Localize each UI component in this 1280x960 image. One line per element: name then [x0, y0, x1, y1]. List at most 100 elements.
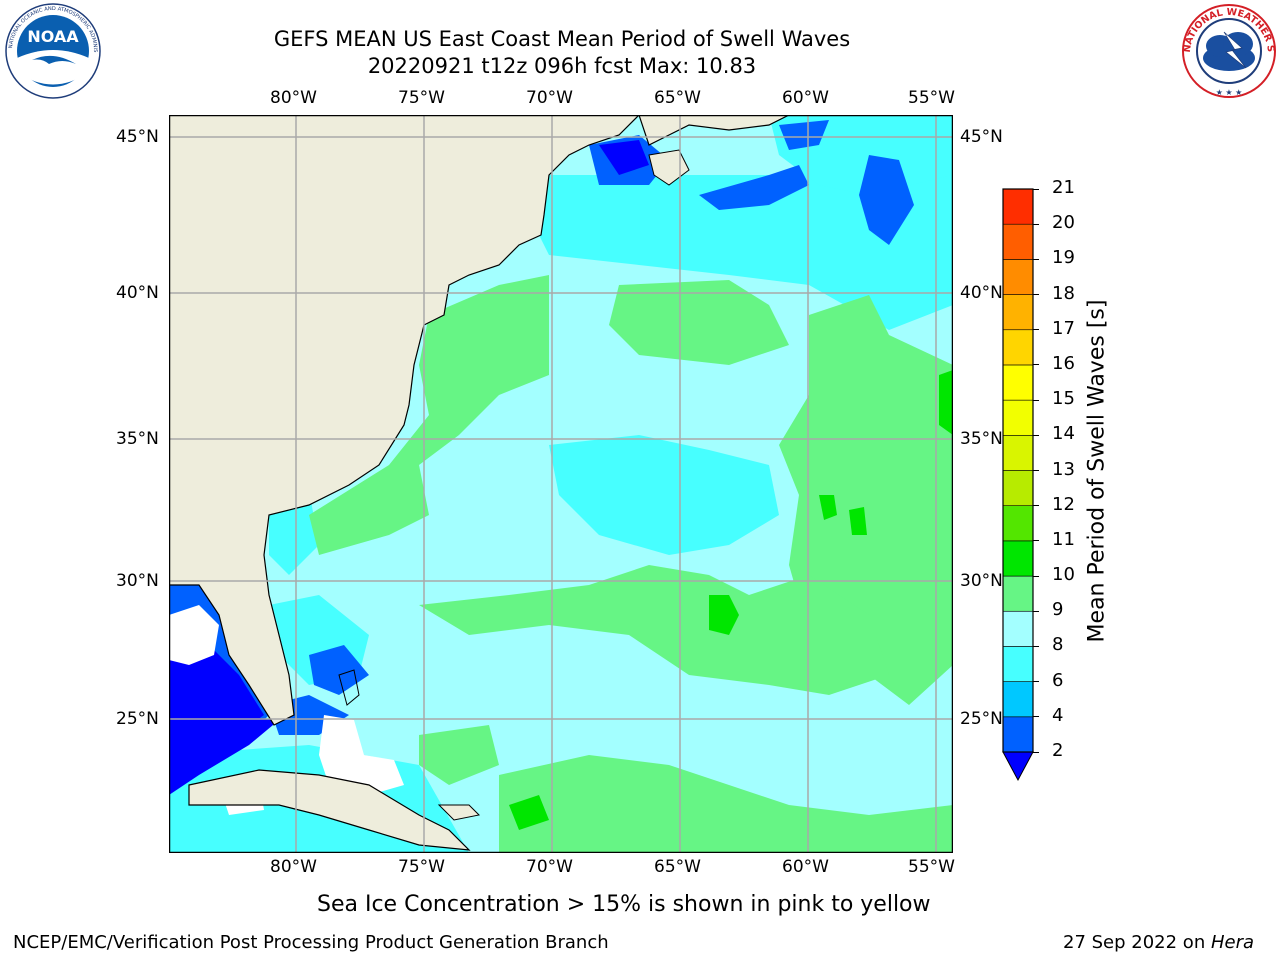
colorbar-swatch	[1002, 505, 1034, 542]
colorbar-tick-mark	[1033, 716, 1039, 718]
colorbar-tick-label: 8	[1052, 634, 1064, 656]
colorbar-swatches	[1002, 188, 1034, 782]
map-title: GEFS MEAN US East Coast Mean Period of S…	[273, 27, 851, 51]
colorbar-tick-mark	[1033, 751, 1039, 753]
land-bahamas-outline	[338, 669, 360, 706]
land-cuba	[188, 769, 471, 851]
colorbar-tick-label: 14	[1052, 423, 1075, 445]
colorbar-tick-mark	[1033, 294, 1039, 296]
colorbar-under-triangle	[1002, 751, 1034, 782]
svg-text:★ ★ ★: ★ ★ ★	[1216, 88, 1243, 97]
colorbar-swatch	[1002, 329, 1034, 366]
colorbar-swatch	[1002, 681, 1034, 718]
lon-label-bottom: 80°W	[270, 857, 317, 877]
colorbar-swatch	[1002, 610, 1034, 647]
svg-text:NOAA: NOAA	[27, 27, 79, 46]
lon-label-top: 60°W	[782, 88, 829, 108]
nws-logo: NATIONAL WEATHER SERVICE ★ ★ ★	[1176, 0, 1278, 100]
colorbar-tick-label: 21	[1052, 177, 1075, 198]
colorbar-tick-mark	[1033, 188, 1039, 190]
lat-label-left: 45°N	[116, 127, 159, 147]
footer-machine: Hera	[1210, 932, 1254, 953]
lat-label-left: 35°N	[116, 429, 159, 449]
colorbar-tick-label: 16	[1052, 352, 1075, 374]
colorbar-swatch	[1002, 259, 1034, 295]
lon-label-top: 55°W	[908, 88, 955, 108]
colorbar-tick-mark	[1033, 575, 1039, 577]
land-us-east	[168, 114, 641, 726]
colorbar-tick-label: 12	[1052, 493, 1075, 515]
lat-label-right: 30°N	[960, 571, 1003, 591]
lat-label-right: 35°N	[960, 429, 1003, 449]
colorbar-tick-label: 15	[1052, 388, 1075, 410]
colorbar-swatch	[1002, 188, 1034, 225]
colorbar-tick-label: 10	[1052, 564, 1075, 586]
colorbar-tick-mark	[1033, 540, 1039, 542]
colorbar-swatch	[1002, 435, 1034, 471]
colorbar-tick-mark	[1033, 399, 1039, 401]
field-green-peak	[709, 595, 739, 635]
colorbar-tick-mark	[1033, 505, 1039, 507]
colorbar-label: Mean Period of Swell Waves [s]	[1084, 299, 1110, 643]
lon-label-bottom: 55°W	[908, 857, 955, 877]
colorbar-tick-label: 18	[1052, 282, 1075, 304]
colorbar-tick-mark	[1033, 223, 1039, 225]
map-canvas	[168, 114, 954, 854]
colorbar-tick-label: 4	[1052, 704, 1064, 726]
colorbar-tick-mark	[1033, 610, 1039, 612]
colorbar-swatch	[1002, 716, 1034, 753]
lon-label-top: 75°W	[398, 88, 445, 108]
swell-period-map	[168, 114, 954, 854]
field-cyan-north	[529, 160, 953, 330]
lon-label-top: 65°W	[654, 88, 701, 108]
colorbar-swatch	[1002, 646, 1034, 682]
colorbar-swatch	[1002, 540, 1034, 577]
colorbar-tick-label: 6	[1052, 669, 1064, 691]
field-green-south	[419, 565, 889, 695]
colorbar-tick-label: 20	[1052, 212, 1075, 234]
noaa-logo: NOAA NATIONAL OCEANIC AND ATMOSPHERIC AD…	[0, 0, 104, 100]
lat-label-left: 30°N	[116, 571, 159, 591]
mask-bahamas	[319, 715, 404, 795]
colorbar-swatch	[1002, 364, 1034, 401]
lon-label-top: 70°W	[526, 88, 573, 108]
colorbar-tick-mark	[1033, 364, 1039, 366]
footer-date: 27 Sep 2022 on Hera	[1063, 932, 1254, 953]
lon-label-bottom: 75°W	[398, 857, 445, 877]
colorbar-swatch	[1002, 223, 1034, 260]
colorbar-swatch	[1002, 575, 1034, 612]
colorbar-tick-mark	[1033, 645, 1039, 647]
lon-label-top: 80°W	[270, 88, 317, 108]
lon-label-bottom: 65°W	[654, 857, 701, 877]
colorbar-tick-label: 19	[1052, 247, 1075, 269]
colorbar-tick-mark	[1033, 258, 1039, 260]
colorbar-swatch	[1002, 294, 1034, 331]
colorbar-tick-label: 11	[1052, 528, 1075, 550]
colorbar-swatch	[1002, 399, 1034, 436]
field-green-north	[609, 280, 789, 365]
lat-label-right: 40°N	[960, 283, 1003, 303]
colorbar	[1000, 187, 1040, 791]
lat-label-left: 25°N	[116, 709, 159, 729]
colorbar-tick-label: 9	[1052, 599, 1064, 621]
map-subtitle: 20220921 t12z 096h fcst Max: 10.83	[367, 54, 757, 78]
colorbar-tick-mark	[1033, 681, 1039, 683]
lat-label-left: 40°N	[116, 283, 159, 303]
colorbar-tick-label: 2	[1052, 740, 1064, 761]
colorbar-tick-mark	[1033, 329, 1039, 331]
colorbar-tick-label: 17	[1052, 317, 1075, 339]
colorbar-swatch	[1002, 470, 1034, 506]
colorbar-tick-mark	[1033, 470, 1039, 471]
lon-label-bottom: 60°W	[782, 857, 829, 877]
lon-label-bottom: 70°W	[526, 857, 573, 877]
lat-label-right: 25°N	[960, 709, 1003, 729]
colorbar-tick-mark	[1033, 434, 1039, 436]
lat-label-right: 45°N	[960, 127, 1003, 147]
gridlines	[169, 115, 953, 853]
field-green-west	[309, 275, 549, 555]
footer-credit: NCEP/EMC/Verification Post Processing Pr…	[13, 932, 609, 953]
field-cyan-central	[549, 435, 779, 555]
mask-florida-gulf	[169, 605, 219, 665]
colorbar-tick-label: 13	[1052, 458, 1075, 480]
map-frame	[168, 114, 954, 854]
